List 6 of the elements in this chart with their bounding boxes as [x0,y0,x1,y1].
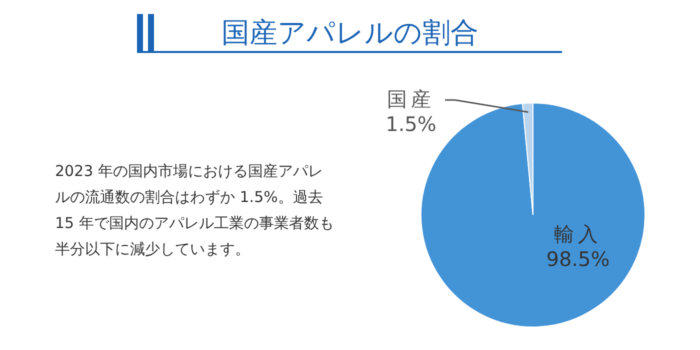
data-label: 1.5% [386,112,436,136]
data-label: 98.5% [546,247,610,271]
chart-title: 国産アパレルの割合 [222,16,478,49]
slice-label: 輸入 [554,222,602,246]
text: 2023 年の国内市場における国産アパレルの流通数の割合はわずか 1.5%。過去 15 年で国内のアパレル工業の事業者数も半分以下に減少しています。 [55,161,335,260]
slice-label: 国産 [387,87,435,111]
